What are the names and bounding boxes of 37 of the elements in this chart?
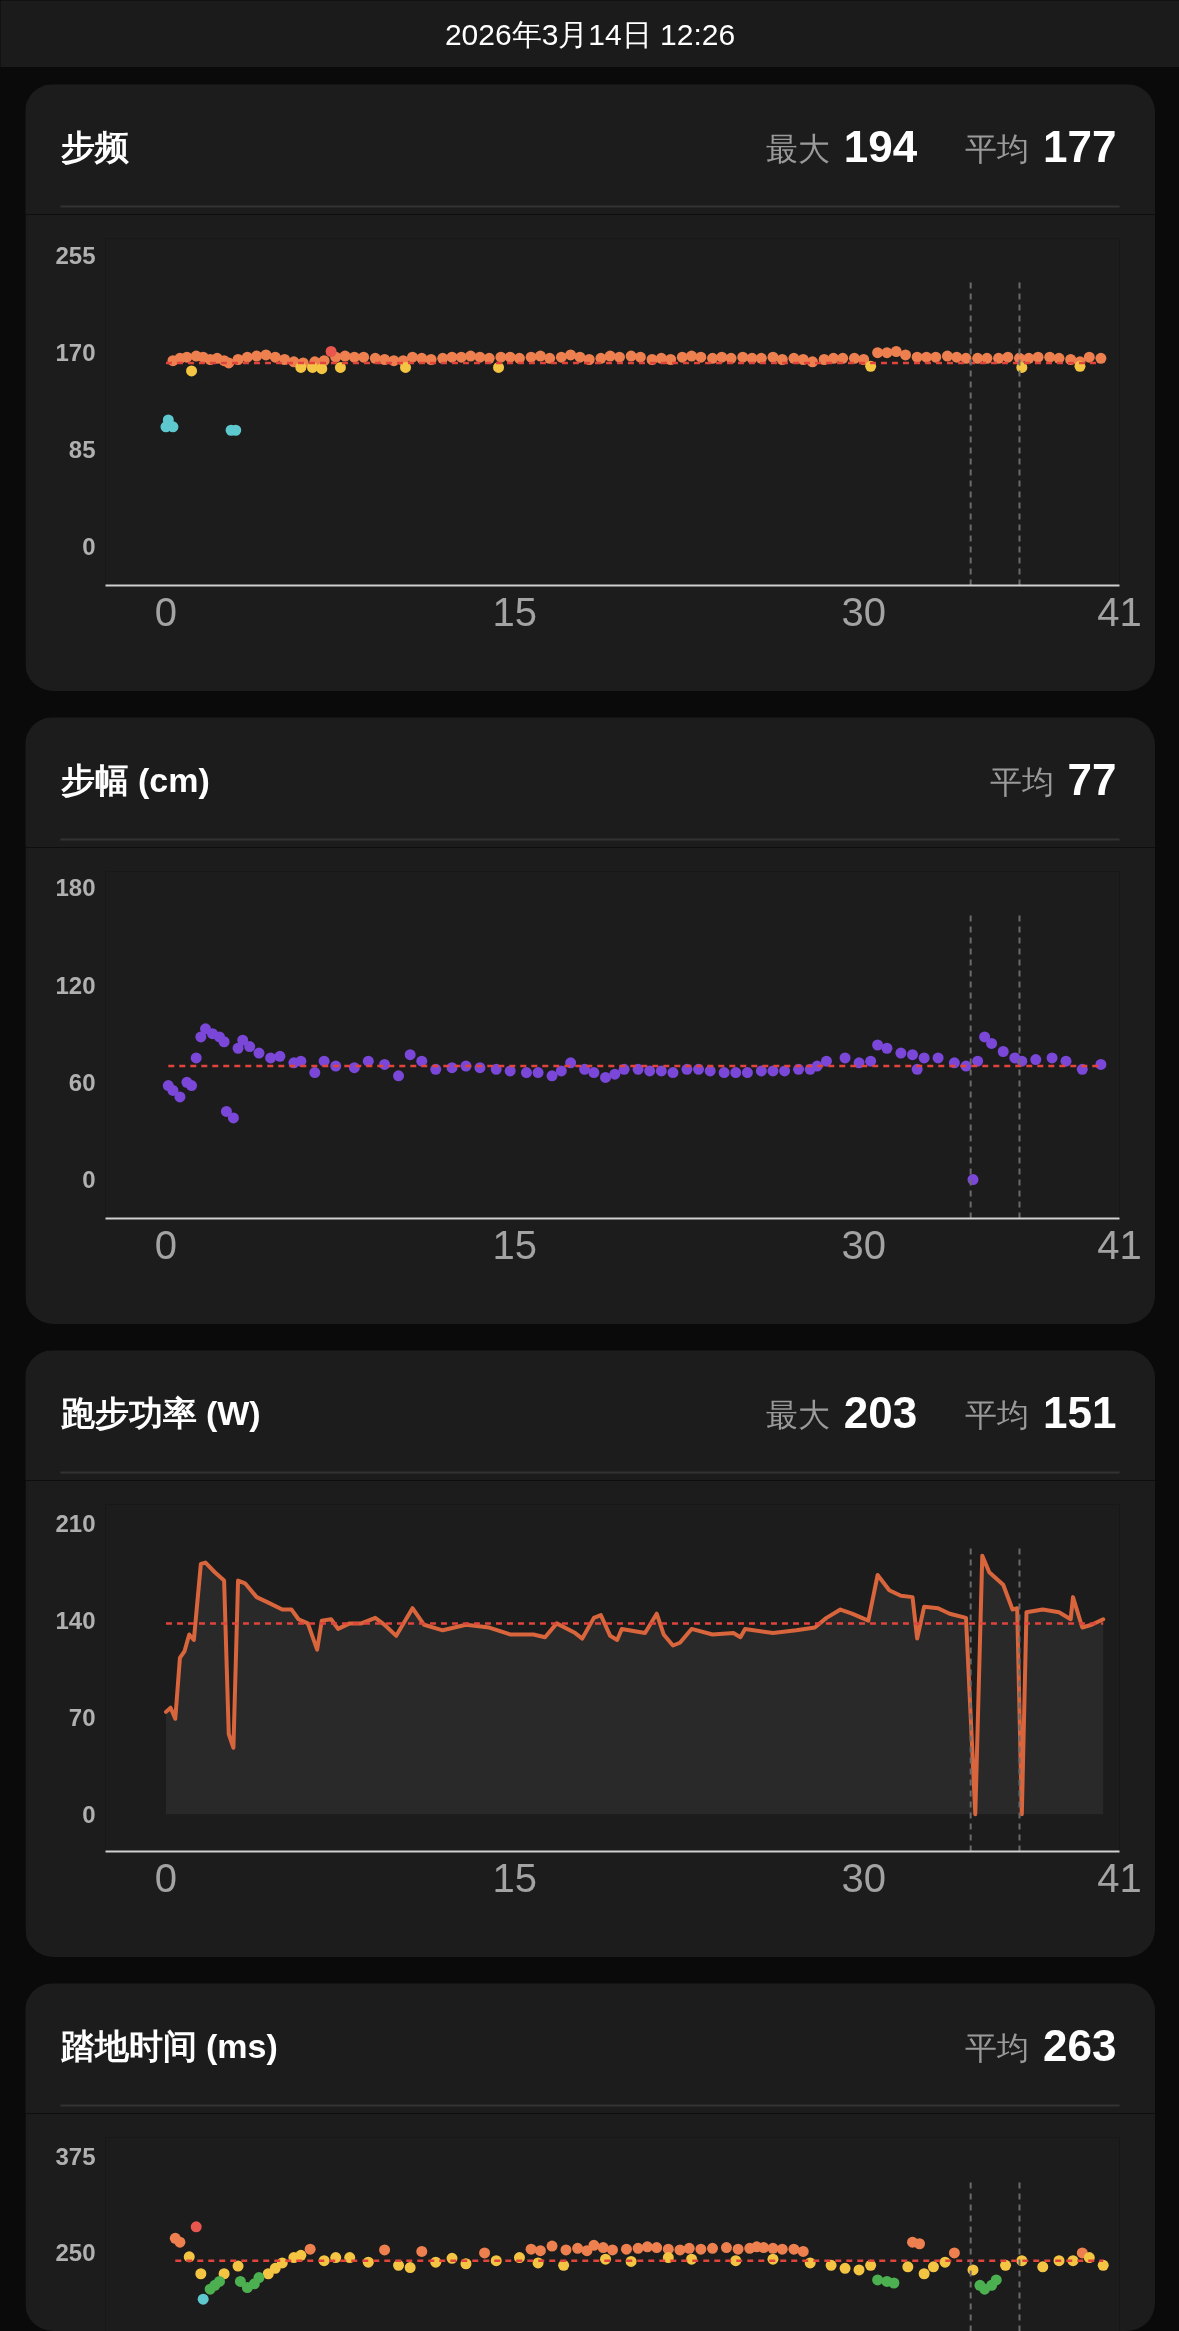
x-tick-label: 0: [154, 589, 178, 634]
y-tick-label: 70: [68, 1703, 96, 1731]
x-tick-label: 0: [154, 1855, 178, 1900]
y-tick-label: 250: [55, 2239, 96, 2267]
y-tick-label: 170: [55, 339, 96, 367]
chart-title: 步幅 (cm): [60, 760, 210, 799]
x-tick-label: 30: [841, 589, 886, 634]
x-tick-label: 30: [841, 1222, 886, 1267]
y-tick-label: 0: [82, 1800, 96, 1828]
x-tick-label: 41: [1097, 589, 1142, 634]
y-tick-label: 140: [55, 1607, 96, 1635]
y-tick-label: 255: [55, 242, 96, 270]
x-tick-label: 15: [492, 589, 538, 634]
chart-title: 步频: [60, 127, 129, 166]
y-tick-label: 120: [55, 971, 96, 999]
x-tick-label: 15: [492, 1855, 538, 1900]
y-tick-label: 210: [55, 1510, 96, 1538]
text: 平均 151: [965, 1388, 1117, 1437]
y-tick-label: 375: [55, 2143, 96, 2171]
text: 平均 263: [965, 2021, 1117, 2070]
chart-title: 跑步功率 (W): [59, 1393, 261, 1432]
x-tick-label: 41: [1097, 1855, 1142, 1900]
y-tick-label: 60: [68, 1068, 96, 1096]
x-tick-label: 0: [154, 1222, 178, 1267]
text: 平均 77: [989, 755, 1117, 804]
y-tick-label: 0: [82, 533, 96, 561]
text: 最大 203: [765, 1388, 918, 1437]
text: 最大 194: [765, 122, 918, 171]
x-tick-label: 15: [492, 1222, 538, 1267]
y-tick-label: 0: [82, 1166, 96, 1194]
x-tick-label: 30: [841, 1855, 886, 1900]
text: 平均 177: [965, 122, 1117, 171]
x-tick-label: 41: [1097, 1222, 1142, 1267]
y-tick-label: 180: [55, 874, 96, 902]
y-tick-label: 85: [68, 436, 96, 464]
text: 2026年3月14日 12:26: [444, 17, 736, 51]
chart-title: 踏地时间 (ms): [59, 2026, 278, 2065]
